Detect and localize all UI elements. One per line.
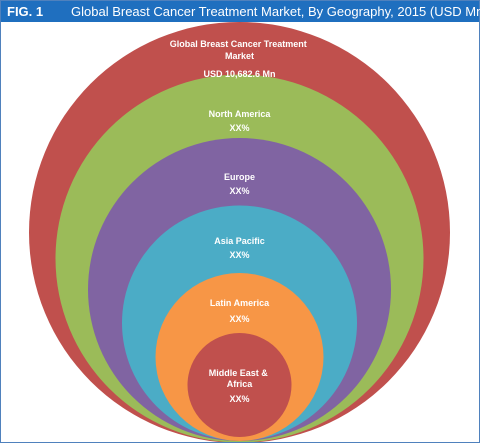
figure-title: Global Breast Cancer Treatment Market, B… [71,4,480,19]
label-global-market-line1: Global Breast Cancer Treatment [170,39,307,49]
label-latin-america: Latin America [210,298,270,308]
value-global-market: USD 10,682.6 Mn [203,69,275,79]
label-north-america: North America [209,109,272,119]
label-asia-pacific: Asia Pacific [214,236,265,246]
label-europe: Europe [224,172,255,182]
value-middle-east-africa: XX% [229,394,249,404]
value-north-america: XX% [229,123,249,133]
label-global-market: Global Breast Cancer Treatment Market [170,39,310,61]
value-europe: XX% [229,186,249,196]
value-latin-america: XX% [229,314,249,324]
label-global-market-line2: Market [225,51,254,61]
ring-middle-east-africa [187,333,292,437]
label-middle-east-africa-line2: Africa [227,379,254,389]
figure-header: FIG. 1 Global Breast Cancer Treatment Ma… [1,1,480,22]
figure-number: FIG. 1 [7,4,44,19]
label-middle-east-africa-line1: Middle East & [209,368,269,378]
label-middle-east-africa: Middle East & Africa [209,368,271,389]
value-asia-pacific: XX% [229,250,249,260]
